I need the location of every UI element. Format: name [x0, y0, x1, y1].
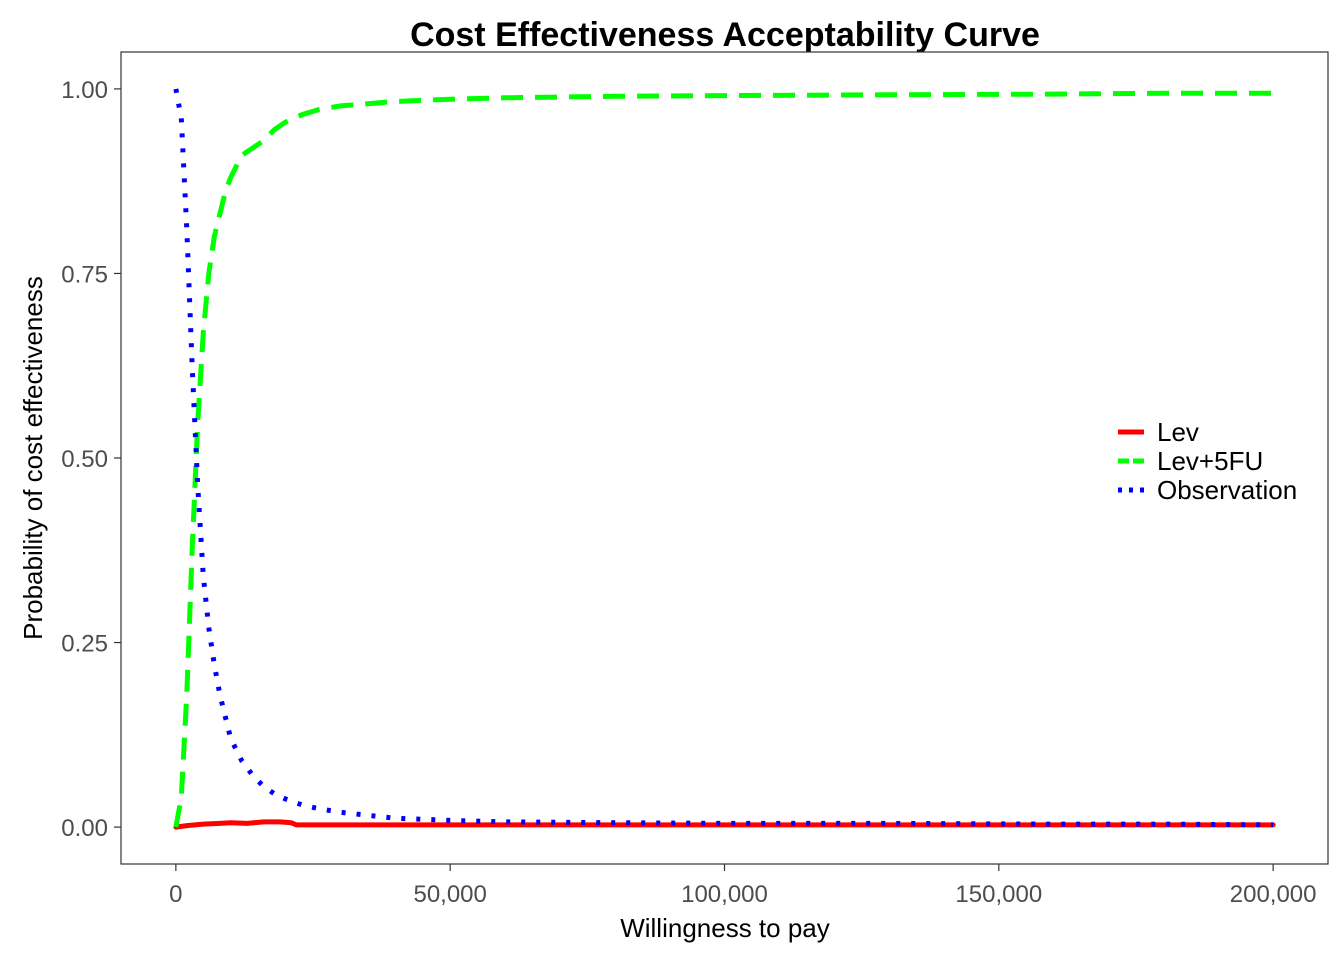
x-axis-label: Willingness to pay: [620, 913, 830, 943]
x-tick-label: 150,000: [955, 881, 1042, 908]
series-line-lev: [173, 819, 1276, 830]
legend-label: Lev: [1157, 417, 1199, 447]
y-axis: 0.00 0.25 0.50 0.75 1.00: [61, 77, 121, 842]
series-lines: [173, 88, 1276, 830]
x-tick-label: 0: [169, 881, 182, 908]
chart-title: Cost Effectiveness Acceptability Curve: [410, 16, 1040, 54]
y-tick-label: 0.50: [61, 446, 108, 473]
y-tick-label: 1.00: [61, 77, 108, 104]
plot-panel: [120, 51, 1329, 865]
y-tick-label: 0.75: [61, 261, 108, 288]
x-tick-label: 50,000: [413, 881, 486, 908]
series-line-lev-5fu: [173, 90, 1274, 828]
x-axis: 0 50,000 100,000 150,000 200,000: [169, 864, 1317, 908]
x-tick-label: 200,000: [1230, 881, 1317, 908]
legend-label: Lev+5FU: [1157, 446, 1263, 476]
y-axis-label: Probability of cost effectiveness: [18, 276, 48, 640]
legend-label: Observation: [1157, 475, 1297, 505]
x-tick-label: 100,000: [681, 881, 768, 908]
y-tick-label: 0.00: [61, 815, 108, 842]
y-tick-label: 0.25: [61, 631, 108, 658]
